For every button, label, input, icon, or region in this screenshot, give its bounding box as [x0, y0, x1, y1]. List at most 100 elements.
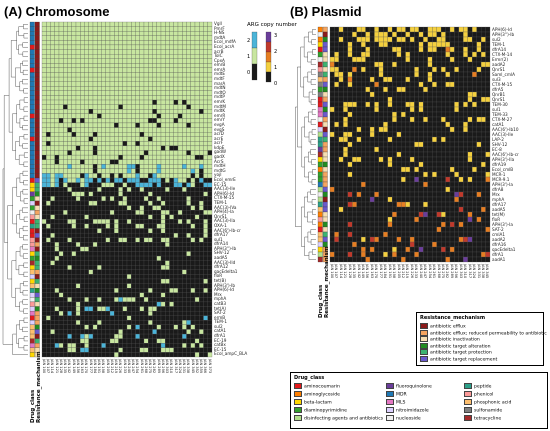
- heatmap-cell: [122, 274, 128, 280]
- heatmap-cell: [432, 231, 437, 238]
- heatmap-cell: [186, 154, 191, 160]
- panel-a-annotation-strip: [29, 21, 40, 358]
- heatmap-cell: [405, 216, 411, 223]
- heatmap-cell: [329, 106, 335, 113]
- heatmap-cell: [423, 101, 428, 108]
- heatmap-cell: [143, 35, 149, 41]
- heatmap-cell: [194, 63, 200, 69]
- heatmap-cell: [485, 56, 491, 63]
- heatmap-cell: [97, 53, 102, 59]
- heatmap-cell: [80, 232, 85, 238]
- heatmap-cell: [356, 31, 362, 38]
- heatmap-cell: [71, 118, 77, 124]
- heatmap-cell: [165, 251, 170, 257]
- heatmap-cell: [458, 56, 464, 63]
- heatmap-cell: [114, 251, 119, 257]
- heatmap-cell: [347, 241, 353, 248]
- heatmap-cell: [169, 136, 174, 142]
- row-label: catB3: [214, 300, 227, 306]
- heatmap-cell: [194, 269, 200, 275]
- heatmap-cell: [207, 200, 213, 206]
- heatmap-cell: [400, 151, 406, 158]
- heatmap-cell: [165, 274, 170, 280]
- heatmap-cell: [418, 76, 424, 83]
- heatmap-cell: [114, 232, 119, 238]
- heatmap-cell: [148, 210, 153, 215]
- heatmap-cell: [114, 141, 119, 147]
- heatmap-cell: [54, 164, 60, 169]
- heatmap-cell: [84, 173, 89, 179]
- heatmap-cell: [88, 338, 94, 344]
- heatmap-cell: [203, 58, 208, 64]
- heatmap-cell: [173, 53, 179, 59]
- heatmap-cell: [203, 352, 208, 358]
- heatmap-cell: [396, 206, 402, 213]
- heatmap-cell: [409, 96, 415, 103]
- heatmap-cell: [445, 161, 451, 168]
- heatmap-cell: [203, 187, 208, 192]
- heatmap-cell: [114, 81, 119, 87]
- heatmap-cell: [476, 196, 482, 203]
- heatmap-cell: [80, 329, 85, 335]
- heatmap-cell: [418, 171, 424, 178]
- heatmap-cell: [84, 154, 89, 160]
- heatmap-cell: [387, 31, 393, 38]
- heatmap-cell: [122, 232, 128, 238]
- heatmap-cell: [109, 329, 115, 335]
- colorbar-tick-label: 2: [247, 38, 250, 44]
- heatmap-cell: [347, 81, 353, 88]
- heatmap-cell: [182, 113, 187, 119]
- heatmap-cell: [387, 116, 393, 123]
- heatmap-cell: [365, 136, 371, 143]
- heatmap-cell: [387, 161, 393, 168]
- heatmap-cell: [143, 26, 149, 32]
- heatmap-cell: [387, 131, 393, 138]
- row-label: sul1: [214, 236, 223, 242]
- dendrogram-branch: [23, 308, 28, 314]
- heatmap-cell: [476, 221, 482, 228]
- heatmap-cell: [109, 109, 115, 114]
- heatmap-cell: [203, 141, 208, 147]
- heatmap-cell: [84, 182, 89, 188]
- heatmap-cell: [449, 46, 455, 53]
- heatmap-cell: [409, 71, 415, 78]
- heatmap-cell: [84, 187, 89, 192]
- heatmap-cell: [88, 122, 94, 128]
- heatmap-cell: [436, 31, 442, 38]
- annotation-mechanism-cell: [322, 156, 328, 163]
- heatmap-cell: [182, 127, 187, 133]
- heatmap-cell: [194, 145, 200, 151]
- dendrogram-branch: [22, 69, 28, 75]
- heatmap-cell: [190, 205, 196, 211]
- heatmap-cell: [160, 53, 166, 59]
- heatmap-cell: [365, 131, 371, 138]
- heatmap-cell: [392, 151, 397, 158]
- heatmap-cell: [46, 86, 51, 91]
- heatmap-cell: [67, 72, 72, 78]
- heatmap-cell: [118, 72, 123, 78]
- heatmap-cell: [58, 292, 64, 298]
- heatmap-cell: [207, 288, 213, 293]
- heatmap-cell: [46, 274, 51, 280]
- heatmap-cell: [449, 171, 455, 178]
- heatmap-cell: [126, 127, 132, 133]
- heatmap-cell: [84, 67, 89, 73]
- heatmap-cell: [135, 154, 140, 160]
- annotation-mechanism-cell: [34, 26, 40, 32]
- heatmap-cell: [454, 171, 460, 178]
- heatmap-cell: [80, 242, 85, 247]
- heatmap-cell: [449, 26, 455, 33]
- heatmap-cell: [152, 150, 157, 156]
- heatmap-cell: [63, 292, 68, 298]
- heatmap-cell: [84, 306, 89, 312]
- heatmap-cell: [414, 76, 420, 83]
- heatmap-cell: [109, 141, 115, 147]
- heatmap-cell: [165, 168, 170, 174]
- heatmap-cell: [46, 288, 51, 293]
- heatmap-cell: [409, 26, 415, 33]
- heatmap-cell: [67, 278, 72, 284]
- heatmap-cell: [122, 338, 128, 344]
- heatmap-cell: [67, 237, 72, 243]
- heatmap-cell: [440, 96, 446, 103]
- heatmap-cell: [418, 106, 424, 113]
